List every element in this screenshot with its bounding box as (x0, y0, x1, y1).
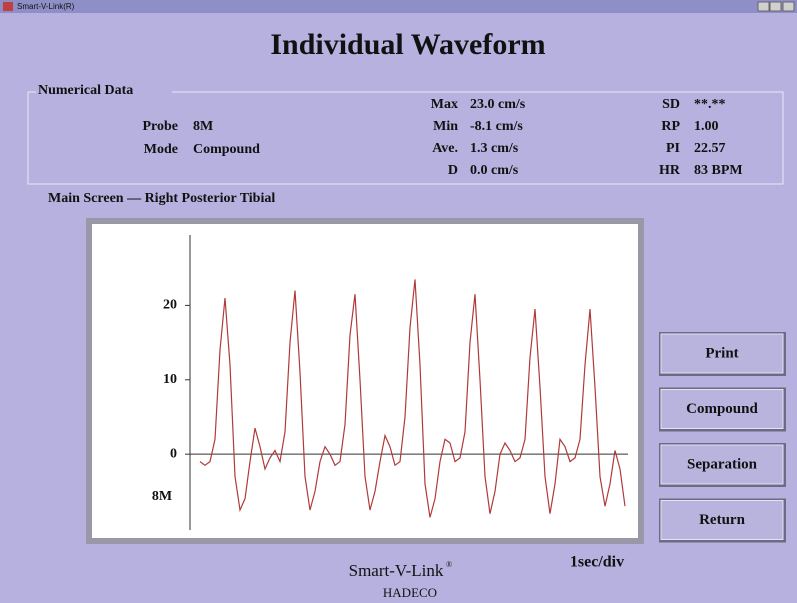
stat-value: -8.1 cm/s (470, 119, 523, 134)
stat-label: Min (433, 119, 458, 134)
button-face[interactable] (660, 389, 784, 429)
stat-label: HR (659, 163, 681, 178)
stat-value: 0.0 cm/s (470, 163, 519, 178)
button-label[interactable]: Return (699, 512, 745, 528)
button[interactable]: Separation (659, 443, 786, 487)
plot-area (92, 224, 638, 538)
stat-label: D (448, 163, 458, 178)
group-label: Numerical Data (38, 83, 133, 98)
window-controls[interactable] (757, 1, 795, 12)
page-title: Individual Waveform (270, 28, 545, 61)
window-title: Smart-V-Link(R) (17, 2, 75, 11)
time-scale: 1sec/div (570, 554, 624, 571)
stat-value: **.** (694, 97, 726, 112)
stat-label: RP (661, 119, 680, 134)
button-face[interactable] (660, 444, 784, 485)
button-label[interactable]: Separation (687, 456, 758, 472)
group-label-bg (36, 84, 172, 98)
button-panel: Print Compound Separation Return (659, 332, 786, 543)
y-tick-label: 10 (163, 372, 177, 387)
minimize-button[interactable] (757, 1, 770, 12)
brand: Smart-V-Link (349, 561, 444, 580)
probe-label: Probe (142, 119, 178, 134)
probe-value: 8M (193, 119, 213, 134)
brand-mark: ® (446, 560, 452, 569)
stat-value: 83 BPM (694, 163, 743, 178)
y-tick-label: 20 (163, 298, 177, 313)
title-bar (0, 0, 797, 13)
chart-title: Main Screen — Right Posterior Tibial (48, 191, 275, 206)
stat-value: 1.00 (694, 119, 719, 134)
button-face[interactable] (660, 500, 784, 540)
probe-annotation: 8M (152, 489, 172, 504)
button[interactable]: Return (659, 498, 786, 543)
y-tick-label: 0 (170, 446, 177, 461)
button-face[interactable] (660, 333, 784, 374)
close-button[interactable] (782, 1, 795, 12)
stats: Max 23.0 cm/s Min -8.1 cm/s Ave. 1.3 cm/s D 0.0… (431, 97, 743, 178)
plot: 0 10 20 (163, 235, 628, 530)
mode-label: Mode (144, 142, 178, 157)
stat-label: PI (666, 141, 680, 156)
stat-label: Max (431, 97, 458, 112)
app-icon (3, 2, 13, 11)
stat-value: 1.3 cm/s (470, 141, 519, 156)
numerical-group-box (27, 91, 784, 185)
button[interactable]: Compound (659, 387, 786, 432)
maximize-button[interactable] (769, 1, 782, 12)
waveform (199, 279, 626, 518)
stat-label: Ave. (432, 141, 458, 156)
mode-value: Compound (193, 142, 260, 157)
button[interactable]: Print (659, 332, 786, 376)
stat-value: 23.0 cm/s (470, 97, 526, 112)
stat-label: SD (662, 97, 680, 112)
stat-value: 22.57 (694, 141, 726, 156)
button-label[interactable]: Compound (686, 401, 758, 417)
button-label[interactable]: Print (705, 345, 738, 361)
company: HADECO (383, 585, 437, 600)
